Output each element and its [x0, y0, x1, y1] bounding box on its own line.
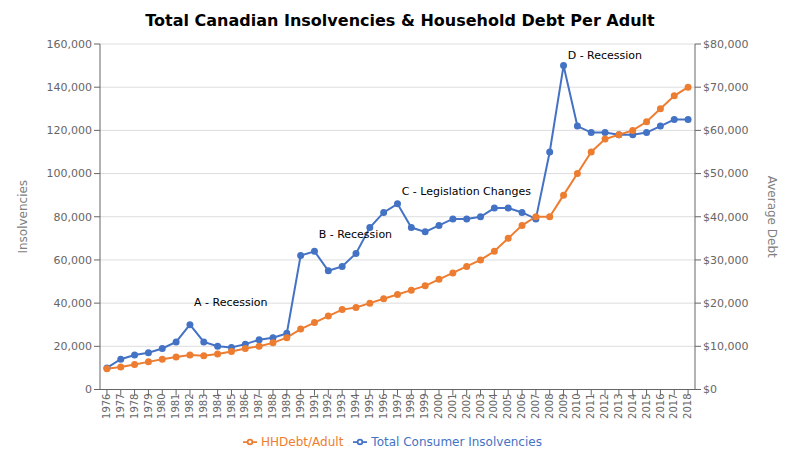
svg-text:$40,000: $40,000	[703, 211, 749, 224]
svg-text:2008: 2008	[544, 394, 555, 419]
svg-text:1980: 1980	[156, 394, 167, 419]
svg-text:Average Debt: Average Debt	[765, 176, 779, 258]
svg-text:1990: 1990	[295, 394, 306, 419]
svg-text:2005: 2005	[502, 393, 513, 418]
html-text:Total Consumer Insolvencies: Total Consumer Insolvencies	[371, 434, 542, 449]
svg-text:$20,000: $20,000	[703, 297, 749, 310]
svg-text:1993: 1993	[336, 394, 347, 419]
svg-text:1995: 1995	[364, 394, 375, 419]
svg-text:2006: 2006	[516, 394, 527, 419]
svg-text:2017: 2017	[668, 394, 679, 419]
svg-text:2018: 2018	[682, 394, 693, 419]
svg-text:2009: 2009	[558, 394, 569, 419]
svg-text:2004: 2004	[488, 394, 499, 419]
svg-text:D - Recession: D - Recession	[568, 49, 642, 62]
html-text:HHDebt/Adult: HHDebt/Adult	[261, 434, 344, 449]
svg-text:C - Legislation Changes: C - Legislation Changes	[402, 185, 532, 198]
svg-text:$80,000: $80,000	[703, 38, 749, 51]
svg-text:1992: 1992	[322, 394, 333, 419]
svg-text:1994: 1994	[350, 394, 361, 419]
svg-text:1991: 1991	[309, 394, 320, 419]
svg-text:2007: 2007	[530, 394, 541, 419]
svg-text:$10,000: $10,000	[703, 340, 749, 353]
svg-text:2000: 2000	[433, 394, 444, 419]
svg-text:100,000: 100,000	[47, 167, 93, 180]
svg-text:2001: 2001	[447, 394, 458, 419]
svg-text:80,000: 80,000	[54, 211, 93, 224]
svg-text:1998: 1998	[405, 394, 416, 419]
svg-text:1986: 1986	[239, 394, 250, 419]
html-text:Total Canadian Insolvencies &: Total Canadian Insolvencies & Household …	[145, 11, 655, 30]
svg-text:1997: 1997	[392, 394, 403, 419]
svg-text:1981: 1981	[170, 394, 181, 419]
svg-text:1982: 1982	[184, 394, 195, 419]
svg-text:$30,000: $30,000	[703, 254, 749, 267]
svg-text:1979: 1979	[143, 394, 154, 419]
svg-text:60,000: 60,000	[54, 254, 93, 267]
svg-text:B - Recession: B - Recession	[319, 228, 392, 241]
svg-text:1978: 1978	[129, 394, 140, 419]
svg-text:1989: 1989	[281, 394, 292, 419]
svg-text:160,000: 160,000	[47, 38, 93, 51]
svg-text:$50,000: $50,000	[703, 167, 749, 180]
svg-text:2013: 2013	[613, 394, 624, 419]
svg-text:1987: 1987	[253, 394, 264, 419]
svg-text:1976: 1976	[101, 394, 112, 419]
svg-text:2016: 2016	[655, 394, 666, 419]
svg-text:1985: 1985	[226, 394, 237, 419]
svg-text:40,000: 40,000	[54, 297, 93, 310]
svg-text:2010: 2010	[571, 394, 582, 419]
svg-text:1977: 1977	[115, 394, 126, 419]
svg-text:$0: $0	[703, 383, 717, 396]
svg-text:Insolvencies: Insolvencies	[16, 180, 30, 254]
svg-text:1996: 1996	[378, 394, 389, 419]
svg-text:20,000: 20,000	[54, 340, 93, 353]
svg-text:2015: 2015	[641, 394, 652, 419]
svg-text:140,000: 140,000	[47, 81, 93, 94]
svg-text:A - Recession: A - Recession	[194, 296, 267, 309]
svg-text:$70,000: $70,000	[703, 81, 749, 94]
svg-text:2014: 2014	[627, 394, 638, 419]
svg-text:1984: 1984	[212, 394, 223, 419]
svg-text:2011: 2011	[585, 394, 596, 419]
svg-text:2012: 2012	[599, 394, 610, 419]
svg-text:2003: 2003	[475, 394, 486, 419]
svg-text:1983: 1983	[198, 394, 209, 419]
svg-text:2002: 2002	[461, 394, 472, 419]
svg-text:1999: 1999	[419, 394, 430, 419]
svg-text:0: 0	[85, 383, 92, 396]
svg-text:1988: 1988	[267, 394, 278, 419]
svg-text:$60,000: $60,000	[703, 124, 749, 137]
svg-text:120,000: 120,000	[47, 124, 93, 137]
